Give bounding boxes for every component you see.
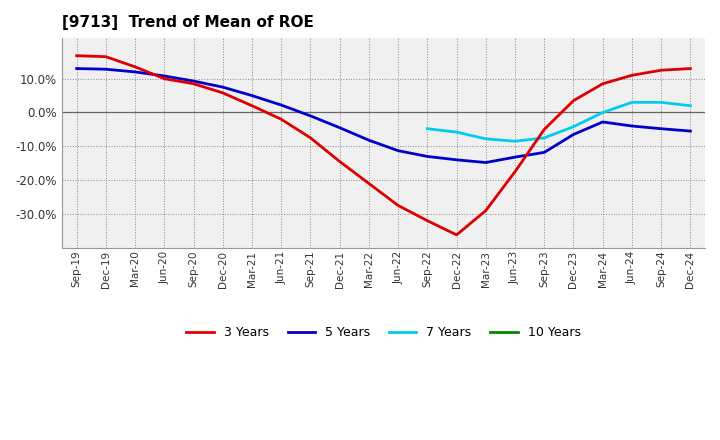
3 Years: [657, 68, 665, 73]
Line: 3 Years: 3 Years: [76, 56, 690, 235]
3 Years: [218, 90, 227, 95]
7 Years: [657, 100, 665, 105]
5 Years: [306, 113, 315, 118]
5 Years: [189, 78, 198, 84]
3 Years: [248, 103, 256, 108]
7 Years: [540, 135, 549, 140]
3 Years: [102, 54, 110, 59]
3 Years: [570, 98, 578, 103]
5 Years: [364, 138, 373, 143]
Line: 5 Years: 5 Years: [76, 69, 690, 162]
5 Years: [598, 119, 607, 125]
3 Years: [160, 76, 168, 81]
3 Years: [686, 66, 695, 71]
3 Years: [510, 169, 519, 174]
5 Years: [248, 93, 256, 98]
5 Years: [657, 126, 665, 132]
3 Years: [452, 232, 461, 238]
3 Years: [306, 135, 315, 140]
7 Years: [686, 103, 695, 108]
3 Years: [482, 208, 490, 213]
3 Years: [189, 81, 198, 86]
7 Years: [510, 139, 519, 144]
3 Years: [336, 159, 344, 164]
5 Years: [277, 103, 286, 108]
5 Years: [570, 132, 578, 137]
3 Years: [394, 203, 402, 208]
5 Years: [482, 160, 490, 165]
3 Years: [423, 218, 432, 224]
5 Years: [160, 73, 168, 79]
3 Years: [72, 53, 81, 59]
5 Years: [423, 154, 432, 159]
5 Years: [102, 66, 110, 72]
7 Years: [423, 126, 432, 132]
7 Years: [628, 100, 636, 105]
3 Years: [277, 117, 286, 122]
5 Years: [628, 123, 636, 128]
7 Years: [598, 110, 607, 115]
5 Years: [72, 66, 81, 71]
3 Years: [364, 181, 373, 186]
3 Years: [540, 127, 549, 132]
7 Years: [482, 136, 490, 142]
7 Years: [570, 124, 578, 129]
5 Years: [452, 157, 461, 162]
5 Years: [131, 69, 140, 74]
5 Years: [336, 125, 344, 130]
5 Years: [510, 154, 519, 160]
5 Years: [394, 148, 402, 153]
Text: [9713]  Trend of Mean of ROE: [9713] Trend of Mean of ROE: [62, 15, 314, 30]
3 Years: [598, 81, 607, 86]
5 Years: [686, 128, 695, 134]
Line: 7 Years: 7 Years: [428, 103, 690, 141]
7 Years: [452, 129, 461, 135]
Legend: 3 Years, 5 Years, 7 Years, 10 Years: 3 Years, 5 Years, 7 Years, 10 Years: [181, 321, 586, 344]
5 Years: [218, 84, 227, 90]
3 Years: [131, 64, 140, 70]
5 Years: [540, 150, 549, 155]
3 Years: [628, 73, 636, 78]
